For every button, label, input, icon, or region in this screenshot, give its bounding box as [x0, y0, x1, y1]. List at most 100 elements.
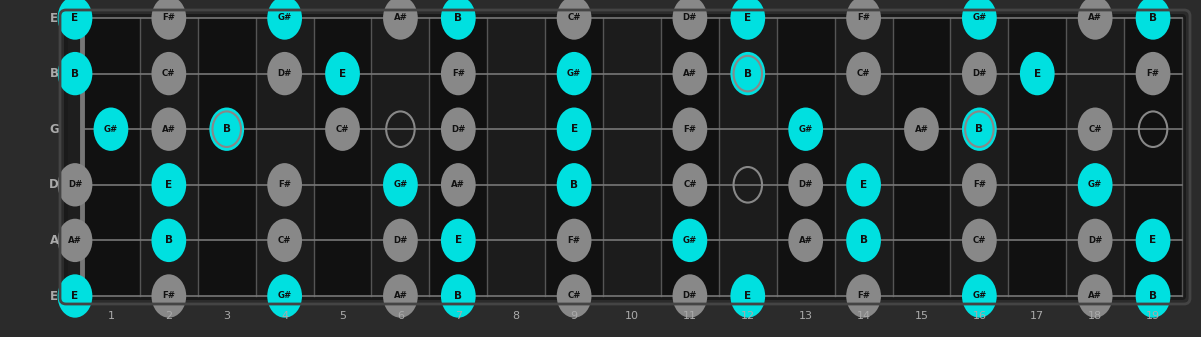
Ellipse shape: [557, 52, 591, 95]
Text: D#: D#: [277, 69, 292, 78]
Ellipse shape: [94, 108, 129, 151]
Ellipse shape: [151, 0, 186, 40]
Text: D#: D#: [1088, 236, 1103, 245]
Text: 17: 17: [1030, 311, 1045, 321]
Text: 13: 13: [799, 311, 813, 321]
Text: E: E: [166, 180, 173, 190]
Ellipse shape: [383, 163, 418, 207]
Ellipse shape: [151, 163, 186, 207]
Text: 7: 7: [455, 311, 462, 321]
Text: E: E: [860, 180, 867, 190]
Ellipse shape: [962, 219, 997, 262]
Ellipse shape: [151, 219, 186, 262]
Text: A#: A#: [162, 125, 175, 134]
Ellipse shape: [557, 219, 591, 262]
Text: G#: G#: [799, 125, 813, 134]
Ellipse shape: [58, 219, 92, 262]
Text: E: E: [339, 69, 346, 79]
Text: G#: G#: [973, 13, 986, 23]
Ellipse shape: [268, 274, 301, 318]
Text: C#: C#: [973, 236, 986, 245]
Ellipse shape: [730, 274, 765, 318]
Bar: [1066, 18, 1124, 296]
Ellipse shape: [441, 274, 476, 318]
Text: G#: G#: [277, 13, 292, 23]
Ellipse shape: [847, 163, 882, 207]
Ellipse shape: [58, 163, 92, 207]
Text: 15: 15: [914, 311, 928, 321]
Text: 10: 10: [625, 311, 639, 321]
Bar: [1009, 18, 1066, 296]
Ellipse shape: [1136, 274, 1171, 318]
Text: F#: F#: [858, 292, 870, 301]
Text: G#: G#: [103, 125, 118, 134]
Text: D#: D#: [972, 69, 986, 78]
Bar: [777, 18, 835, 296]
Ellipse shape: [673, 219, 707, 262]
Ellipse shape: [441, 52, 476, 95]
Text: A#: A#: [683, 69, 697, 78]
Text: 14: 14: [856, 311, 871, 321]
Text: C#: C#: [567, 292, 581, 301]
Text: G#: G#: [683, 236, 697, 245]
Ellipse shape: [673, 108, 707, 151]
Ellipse shape: [847, 274, 882, 318]
Text: A#: A#: [1088, 13, 1103, 23]
Text: E: E: [71, 291, 78, 301]
Text: 3: 3: [223, 311, 231, 321]
Ellipse shape: [1077, 274, 1112, 318]
Text: A#: A#: [452, 180, 465, 189]
Text: G#: G#: [277, 292, 292, 301]
Text: A#: A#: [394, 13, 407, 23]
Text: B: B: [222, 124, 231, 134]
Ellipse shape: [788, 163, 823, 207]
Ellipse shape: [441, 163, 476, 207]
Text: D#: D#: [682, 292, 697, 301]
Text: E: E: [1149, 236, 1157, 245]
Text: C#: C#: [336, 125, 349, 134]
Ellipse shape: [383, 0, 418, 40]
Text: F#: F#: [162, 292, 175, 301]
Ellipse shape: [1136, 219, 1171, 262]
Text: 5: 5: [339, 311, 346, 321]
Ellipse shape: [268, 219, 301, 262]
Text: A#: A#: [799, 236, 813, 245]
Text: A#: A#: [68, 236, 82, 245]
Ellipse shape: [58, 0, 92, 40]
Text: 1: 1: [107, 311, 114, 321]
Text: 2: 2: [166, 311, 173, 321]
Ellipse shape: [1077, 108, 1112, 151]
Text: D: D: [49, 178, 59, 191]
Ellipse shape: [962, 163, 997, 207]
Ellipse shape: [788, 219, 823, 262]
Text: A#: A#: [914, 125, 928, 134]
Ellipse shape: [209, 108, 244, 151]
Ellipse shape: [557, 163, 591, 207]
Ellipse shape: [383, 219, 418, 262]
Ellipse shape: [1077, 219, 1112, 262]
Ellipse shape: [58, 274, 92, 318]
Ellipse shape: [730, 52, 765, 95]
Ellipse shape: [151, 274, 186, 318]
Text: G: G: [49, 123, 59, 136]
Text: A#: A#: [394, 292, 407, 301]
Bar: [256, 18, 313, 296]
Ellipse shape: [730, 0, 765, 40]
Text: F#: F#: [973, 180, 986, 189]
Bar: [371, 18, 430, 296]
Text: E: E: [50, 11, 58, 25]
Ellipse shape: [673, 0, 707, 40]
Ellipse shape: [962, 108, 997, 151]
Text: 8: 8: [513, 311, 520, 321]
Text: F#: F#: [162, 13, 175, 23]
Text: A: A: [49, 234, 59, 247]
Ellipse shape: [1077, 163, 1112, 207]
Text: 4: 4: [281, 311, 288, 321]
Bar: [1124, 18, 1182, 296]
Ellipse shape: [788, 108, 823, 151]
Ellipse shape: [268, 0, 301, 40]
Bar: [892, 18, 950, 296]
Bar: [313, 18, 371, 296]
Ellipse shape: [557, 108, 591, 151]
Text: F#: F#: [1147, 69, 1159, 78]
